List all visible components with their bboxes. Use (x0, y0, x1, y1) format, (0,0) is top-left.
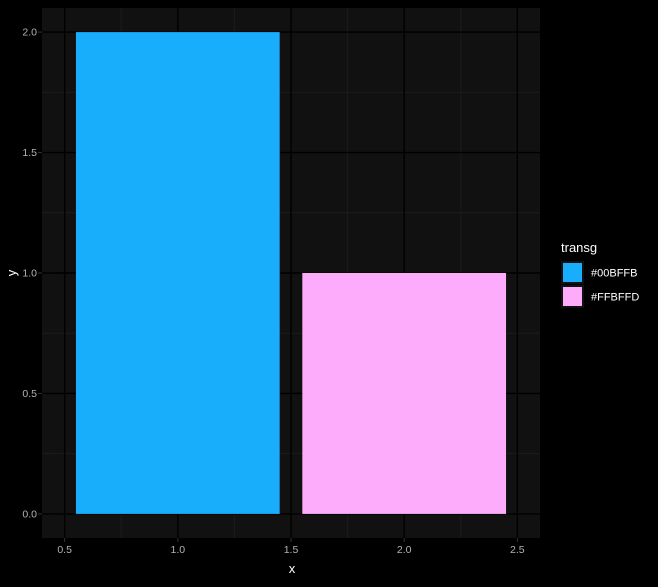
bars (75, 32, 507, 514)
legend-swatch (563, 263, 582, 282)
x-tick-label: 1.0 (171, 544, 186, 556)
legend-swatch (563, 287, 582, 306)
x-tick-label: 0.5 (57, 544, 72, 556)
y-tick-label: 1.5 (22, 147, 37, 159)
bar-1 (75, 32, 280, 514)
y-axis-title: y (4, 269, 19, 276)
legend-label: #00BFFB (591, 268, 637, 280)
x-axis-ticks: 0.5 1.0 1.5 2.0 2.5 (57, 538, 525, 556)
bar-2 (302, 273, 507, 514)
x-tick-label: 2.0 (397, 544, 412, 556)
legend-label: #FFBFFD (591, 292, 639, 304)
y-tick-label: 1.0 (22, 268, 37, 280)
x-axis-title: x (289, 561, 296, 576)
y-tick-label: 0.0 (22, 508, 37, 520)
legend-entries: #00BFFB #FFBFFD (561, 261, 639, 308)
y-tick-label: 2.0 (22, 27, 37, 39)
x-tick-label: 1.5 (284, 544, 299, 556)
x-tick-label: 2.5 (510, 544, 525, 556)
legend: transg #00BFFB #FFBFFD (561, 240, 639, 308)
legend-title: transg (561, 240, 597, 255)
y-axis-ticks: 0.0 0.5 1.0 1.5 2.0 (22, 27, 42, 520)
y-tick-label: 0.5 (22, 388, 37, 400)
